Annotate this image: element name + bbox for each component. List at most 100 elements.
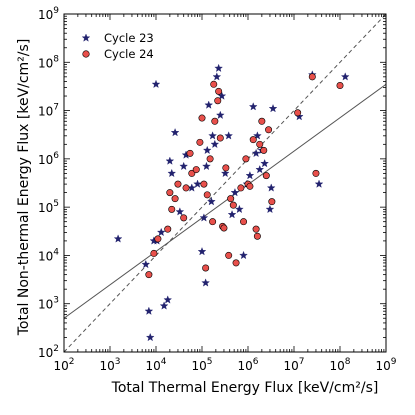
cycle-23-point [163,295,173,304]
cycle-24-point [215,87,223,95]
cycle-24-point [249,136,257,144]
axis-ticks [63,13,387,353]
cycle-24-point [222,164,230,172]
cycle-23-point [260,158,269,168]
cycle-24-point [182,184,190,192]
y-tick-label: 108 [38,54,59,70]
cycle-24-point [237,184,245,192]
cycle-24-point [294,109,302,117]
cycle-23-point [167,168,177,178]
cycle-24-point [154,235,162,243]
cycle-23-point [170,128,180,137]
cycle-24-point [210,80,218,88]
cycle-24-point [253,232,261,240]
cycle-23-point [253,131,262,140]
cycle-23-series [113,63,350,342]
identity-line [64,14,386,352]
cycle-24-point [256,140,264,148]
cycle-24-point [246,182,254,190]
y-axis-label: Total Non-thermal Energy Flux [keV/cm²/s… [16,39,32,337]
cycle-24-point [268,198,276,206]
legend: Cycle 23 Cycle 24 [81,31,154,61]
y-tick-labels: 102 103 104 105 106 107 108 109 [38,6,59,360]
cycle-24-point [192,166,200,174]
cycle-24-point [252,225,260,233]
cycle-23-point [227,210,237,219]
cycle-24-point [265,126,273,134]
cycle-23-point [145,332,155,342]
cycle-24-point [336,82,344,90]
x-tick-label: 106 [237,357,258,373]
cycle-24-point [203,191,211,199]
cycle-23-point [197,247,207,256]
cycle-24-point [242,155,250,163]
cycle-24-point [209,218,217,226]
cycle-23-point [340,72,350,81]
cycle-23-point [235,204,244,214]
cycle-23-point [224,131,234,140]
legend-marker-cycle-23 [81,33,91,42]
cycle-23-point [220,168,230,178]
plot-frame [63,13,387,353]
cycle-24-point [166,189,174,197]
y-tick-label: 105 [38,199,59,215]
x-tick-label: 105 [191,357,212,373]
cycle-24-point [308,73,316,81]
cycle-23-point [141,259,151,269]
cycle-24-point [145,271,153,279]
cycle-23-point [179,161,189,171]
y-tick-label: 103 [38,296,59,312]
cycle-23-point [159,301,169,310]
cycle-24-point [188,169,196,177]
cycle-24-point [211,117,219,125]
cycle-23-point [208,131,217,140]
x-axis-label: Total Thermal Energy Flux [keV/cm²/s] [111,380,379,396]
cycle-24-point [196,138,204,146]
cycle-23-point [251,148,261,158]
y-tick-label: 109 [38,6,59,22]
cycle-23-point [199,213,209,222]
cycle-24-point [260,146,268,154]
cycle-24-point [240,218,248,226]
reference-lines [64,14,386,352]
legend-label-cycle-24: Cycle 24 [104,47,154,61]
legend-label-cycle-23: Cycle 23 [104,31,154,45]
cycle-23-point [314,179,324,188]
x-tick-label: 108 [329,357,350,373]
cycle-24-point [202,264,210,272]
cycle-24-point [168,205,176,213]
cycle-24-point [150,249,158,257]
cycle-23-point [215,110,225,119]
y-tick-label: 106 [38,151,59,167]
cycle-24-point [227,195,235,203]
x-tick-label: 102 [53,357,74,373]
cycle-24-point [198,114,206,122]
cycle-23-point [113,234,123,243]
cycle-23-point [239,250,248,260]
cycle-23-point [202,145,212,155]
cycle-23-point [266,183,276,192]
fit-line [64,83,386,319]
cycle-24-point [220,224,228,232]
cycle-24-point [312,169,320,177]
x-tick-label: 104 [145,357,166,373]
cycle-23-point [230,188,240,197]
cycle-24-point [174,180,182,188]
cycle-23-point [175,207,185,216]
cycle-23-point [204,100,214,109]
cycle-24-point [258,117,266,125]
cycle-23-point [214,63,223,73]
cycle-24-point [262,172,270,180]
cycle-24-point [164,225,172,233]
cycle-24-point [214,97,222,105]
x-tick-label: 109 [375,357,396,373]
cycle-24-series [145,73,344,279]
cycle-24-point [200,180,208,188]
x-tick-label: 107 [283,357,304,373]
x-tick-label: 103 [99,357,120,373]
cycle-23-point [245,171,255,180]
data-points [113,63,350,342]
cycle-24-point [206,155,214,163]
cycle-23-point [144,306,154,315]
